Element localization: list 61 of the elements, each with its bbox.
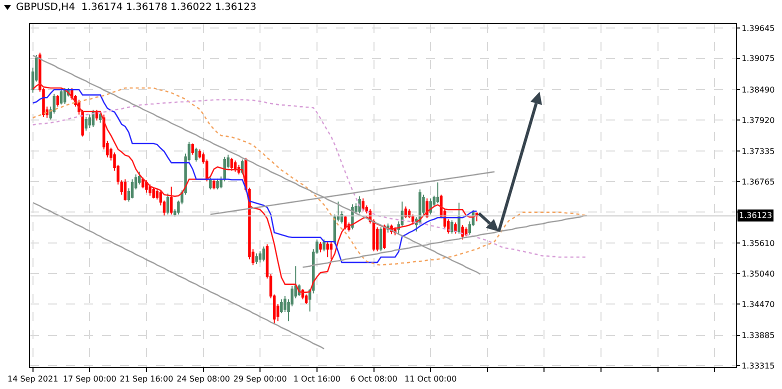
x-tick-label: 29 Sep 00:00 — [233, 374, 287, 384]
candlestick — [98, 112, 102, 124]
candlestick — [461, 224, 464, 240]
candlestick — [454, 222, 457, 234]
candlestick — [322, 239, 326, 252]
candlestick — [436, 182, 440, 204]
candlestick — [142, 177, 144, 189]
candlestick — [380, 226, 382, 252]
y-tick-label: 1.38490 — [742, 85, 775, 94]
y-tick-label: 1.36765 — [742, 177, 775, 186]
candlestick — [280, 298, 283, 314]
candlestick — [124, 178, 127, 202]
line-series — [32, 83, 478, 293]
candlestick — [56, 94, 60, 108]
y-tick-label: 1.35040 — [742, 269, 775, 278]
x-tick-label: 17 Sep 00:00 — [62, 374, 116, 384]
candlestick — [230, 157, 234, 172]
candlestick — [464, 226, 468, 237]
candlestick — [152, 187, 155, 199]
candlestick — [262, 246, 266, 262]
y-tick-label: 1.35610 — [742, 239, 775, 248]
x-tick-label: 11 Oct 00:00 — [404, 374, 457, 384]
candlestick — [166, 193, 170, 215]
candlestick — [319, 242, 322, 253]
y-tick-label: 1.33885 — [742, 331, 775, 340]
line-series — [32, 88, 478, 264]
y-tick-label: 1.34470 — [742, 300, 775, 309]
candlestick — [458, 202, 460, 234]
candlestick — [209, 177, 212, 190]
candlestick — [383, 224, 386, 250]
candlestick — [88, 114, 92, 129]
candlestick — [216, 178, 219, 190]
x-tick-label: 14 Sep 2021 — [7, 374, 58, 384]
y-tick-label: 1.39075 — [742, 54, 775, 64]
candlestick — [450, 220, 454, 234]
line-series — [32, 202, 325, 350]
candlestick — [258, 250, 262, 263]
candlestick — [84, 116, 88, 132]
candlestick — [362, 198, 364, 212]
x-tick-label: 6 Oct 08:00 — [350, 374, 398, 384]
candlestick — [255, 252, 258, 265]
x-tick-label: 21 Sep 16:00 — [120, 374, 174, 384]
candlestick — [130, 178, 134, 199]
candlestick — [60, 88, 63, 106]
candlestick — [191, 142, 194, 156]
ref-line-label: 1.36123 — [739, 211, 772, 220]
candlestick — [170, 186, 173, 215]
candlestick — [330, 240, 333, 260]
x-tick-label: 1 Oct 16:00 — [293, 374, 340, 384]
candlestick — [148, 184, 152, 196]
y-tick-label: 1.37920 — [742, 116, 775, 125]
candlestick — [326, 242, 329, 258]
y-tick-label: 1.33315 — [742, 361, 775, 370]
x-tick-label: 24 Sep 08:00 — [176, 374, 230, 384]
candlestick — [194, 147, 198, 162]
y-tick-label: 1.37335 — [742, 147, 775, 156]
candlestick — [145, 180, 148, 194]
chart-title: GBPUSD,H4 1.36174 1.36178 1.36022 1.36123 — [16, 2, 256, 13]
candlestick — [212, 178, 216, 190]
candlestick — [138, 171, 141, 186]
y-tick-label: 1.39645 — [742, 24, 775, 33]
